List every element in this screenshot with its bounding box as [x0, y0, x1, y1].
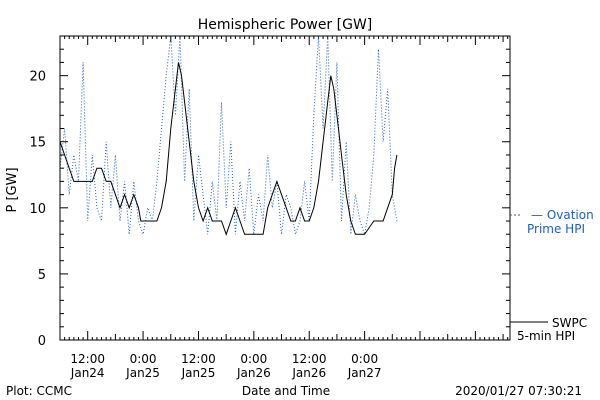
legend-swpc-line2: 5-min HPI [517, 329, 575, 343]
x-tick-label-time: 0:00 [130, 352, 157, 366]
x-tick-label-date: Jan26 [236, 366, 271, 380]
y-axis: 0 5 10 15 20 [29, 35, 510, 349]
series-ovation-prime-hpi [59, 35, 398, 235]
y-tick-label: 0 [38, 334, 46, 349]
y-tick-label: 20 [29, 70, 46, 85]
series-swpc-5min-hpi [59, 62, 398, 236]
x-tick-label-time: 0:00 [240, 352, 267, 366]
legend-ovation-line1: — Ovation [531, 208, 594, 222]
x-tick-label-date: Jan26 [291, 366, 326, 380]
x-tick-label-time: 12:00 [292, 352, 327, 366]
x-tick-label-date: Jan25 [125, 366, 160, 380]
y-axis-label: P [GW] [5, 167, 20, 212]
x-tick-label-date: Jan25 [181, 366, 216, 380]
x-tick-label-date: Jan24 [70, 366, 105, 380]
x-axis-label: Date and Time [242, 384, 330, 398]
legend-ovation-line2: Prime HPI [527, 222, 585, 236]
legend-swpc-line1: SWPC [552, 316, 587, 330]
x-tick-label-time: 12:00 [70, 352, 105, 366]
y-tick-label: 15 [29, 136, 46, 151]
x-axis: 12:00Jan240:00Jan2512:00Jan250:00Jan2612… [59, 36, 509, 380]
legend-ovation-prime: — Ovation Prime HPI [510, 208, 594, 236]
y-tick-label: 5 [38, 268, 46, 283]
series-layer [59, 35, 398, 236]
legend-swpc: SWPC 5-min HPI [510, 316, 587, 343]
x-tick-label-date: Jan27 [347, 366, 382, 380]
plot-credit: Plot: CCMC [6, 384, 72, 398]
x-tick-label-time: 12:00 [181, 352, 216, 366]
plot-timestamp: 2020/01/27 07:30:21 [455, 384, 582, 398]
y-tick-label: 10 [29, 202, 46, 217]
chart-title: Hemispheric Power [GW] [198, 17, 373, 33]
plot-frame [59, 35, 511, 341]
x-tick-label-time: 0:00 [351, 352, 378, 366]
